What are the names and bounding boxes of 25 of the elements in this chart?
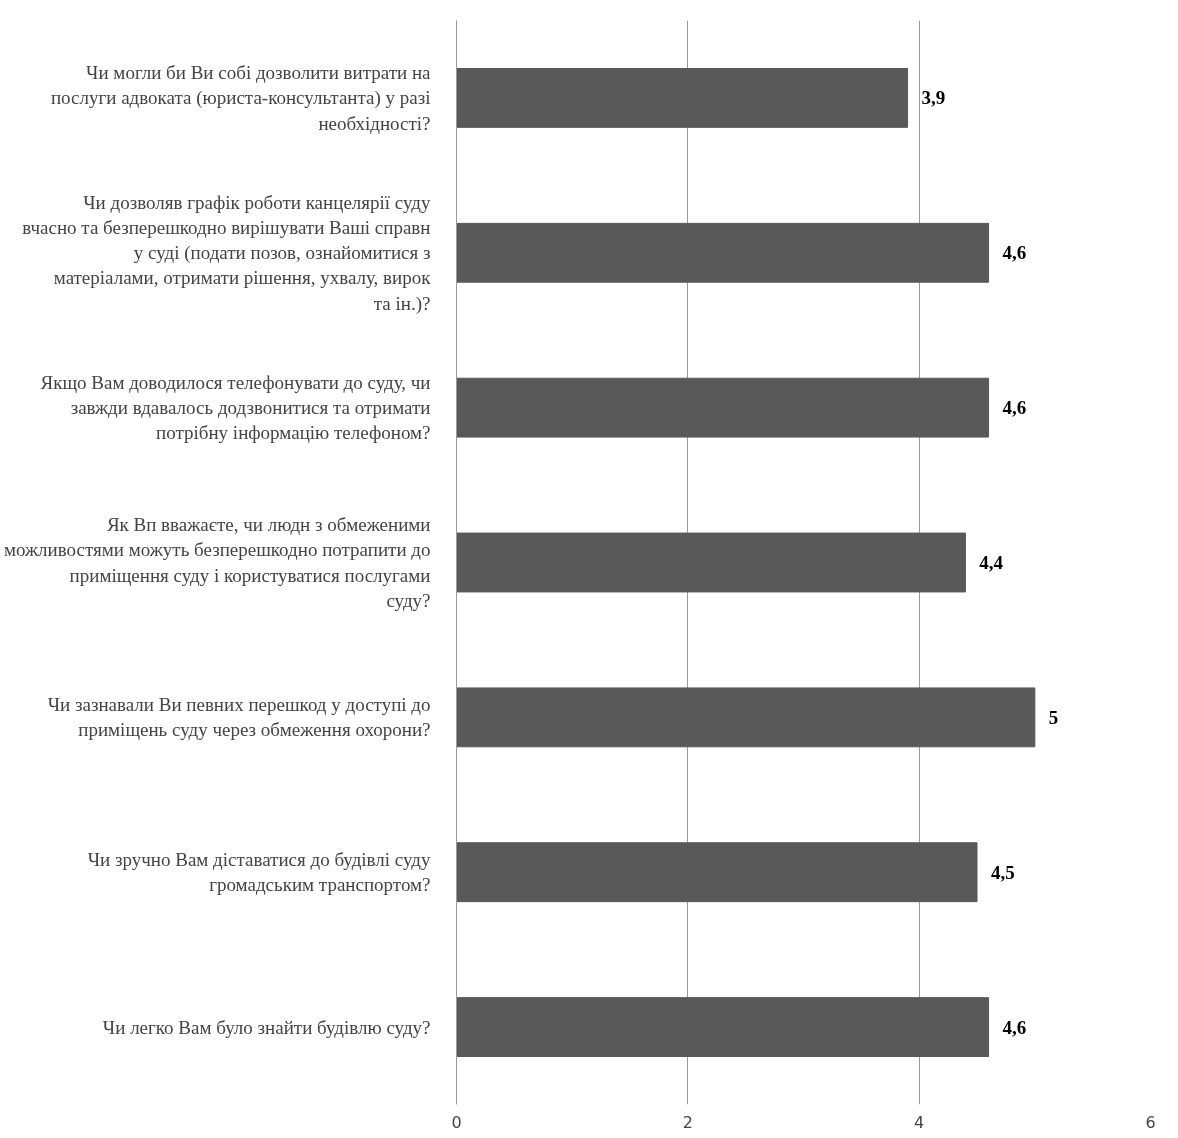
data-label: 4,4 bbox=[979, 552, 1004, 573]
bar bbox=[456, 222, 990, 283]
y-tick-label: Чи могли би Ви собі дозволити витрати на послуги адвоката (юриста-консультанта) у разі необхідності? bbox=[50, 62, 432, 134]
bar bbox=[456, 377, 990, 438]
x-tick-label: 2 bbox=[682, 1112, 693, 1132]
bar bbox=[456, 68, 909, 128]
data-label: 4,5 bbox=[990, 861, 1015, 883]
y-tick-label: Якщо Вам доводилося телефонувати до суду, чи завжди вдавалось додзвонитися та отримати потрібну інформацію телефоном? bbox=[40, 371, 431, 444]
data-label: 4,6 bbox=[1002, 397, 1027, 419]
data-label: 3,9 bbox=[921, 87, 946, 109]
x-tick-label: 0 bbox=[451, 1112, 462, 1132]
bar bbox=[456, 997, 990, 1057]
bar bbox=[456, 532, 966, 593]
x-tick-label: 6 bbox=[1145, 1112, 1156, 1132]
y-tick-label: Чи дозволяв графік роботи канцелярії суду вчасно та безперешкодно вирішувати Ваші справн у суді (подати позов, ознайомитися з матеріалами, отримати рішення, ухвалу, вирок та ін.)? bbox=[22, 191, 432, 315]
y-tick-label: Як Вп вважаєте, чи людн з обмеженими можливостями можуть безперешкодно потрапити до приміщення суду і користуватися послугами суду? bbox=[3, 514, 431, 611]
bar bbox=[456, 687, 1036, 748]
y-tick-label: Чи легко Вам було знайти будівлю суду? bbox=[102, 1016, 431, 1038]
x-tick-label: 4 bbox=[914, 1112, 925, 1132]
data-label: 4,6 bbox=[1002, 1016, 1027, 1038]
bar bbox=[456, 842, 978, 903]
y-tick-label: Чи зазнавали Ви певних перешкод у доступі до приміщень суду через обмеження охорони? bbox=[47, 694, 431, 741]
y-tick-label: Чи зручно Вам діставатися до будівлі суду громадським транспортом? bbox=[87, 849, 431, 896]
data-label: 4,6 bbox=[1002, 242, 1027, 264]
data-label: 5 bbox=[1048, 706, 1059, 728]
